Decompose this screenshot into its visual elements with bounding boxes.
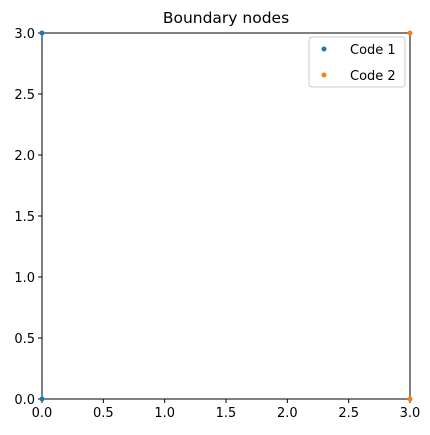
legend-box [308,36,406,88]
x-tick-label: 1.5 [216,406,237,421]
y-tick-label: 0.5 [14,332,35,347]
x-tick-label: 0.5 [93,406,114,421]
legend-marker-code-2 [321,72,327,78]
y-tick-label: 2.5 [14,88,35,103]
x-tick-label: 1.0 [154,406,175,421]
y-tick-label: 0.0 [14,393,35,408]
legend-label-code-1: Code 1 [350,43,396,58]
data-point-series-1 [39,396,45,402]
data-point-series-1 [39,30,45,36]
y-axis: 0.0 0.5 1.0 1.5 2.0 2.5 3.0 [14,27,42,408]
x-tick-label: 2.0 [277,406,298,421]
plot-area [41,32,411,400]
x-axis: 0.0 0.5 1.0 1.5 2.0 2.5 3.0 [32,399,421,421]
data-point-series-2 [407,396,413,402]
legend: Code 1 Code 2 [308,36,406,88]
legend-marker-code-1 [321,46,327,52]
y-tick-label: 3.0 [14,27,35,42]
x-tick-label: 3.0 [400,406,421,421]
y-tick-label: 1.0 [14,271,35,286]
y-tick-label: 1.5 [14,210,35,225]
data-point-series-2 [407,30,413,36]
legend-label-code-2: Code 2 [350,69,396,84]
data-points [39,30,413,402]
x-tick-label: 0.0 [32,406,53,421]
y-tick-label: 2.0 [14,149,35,164]
chart-title: Boundary nodes [163,9,289,27]
x-tick-label: 2.5 [338,406,359,421]
